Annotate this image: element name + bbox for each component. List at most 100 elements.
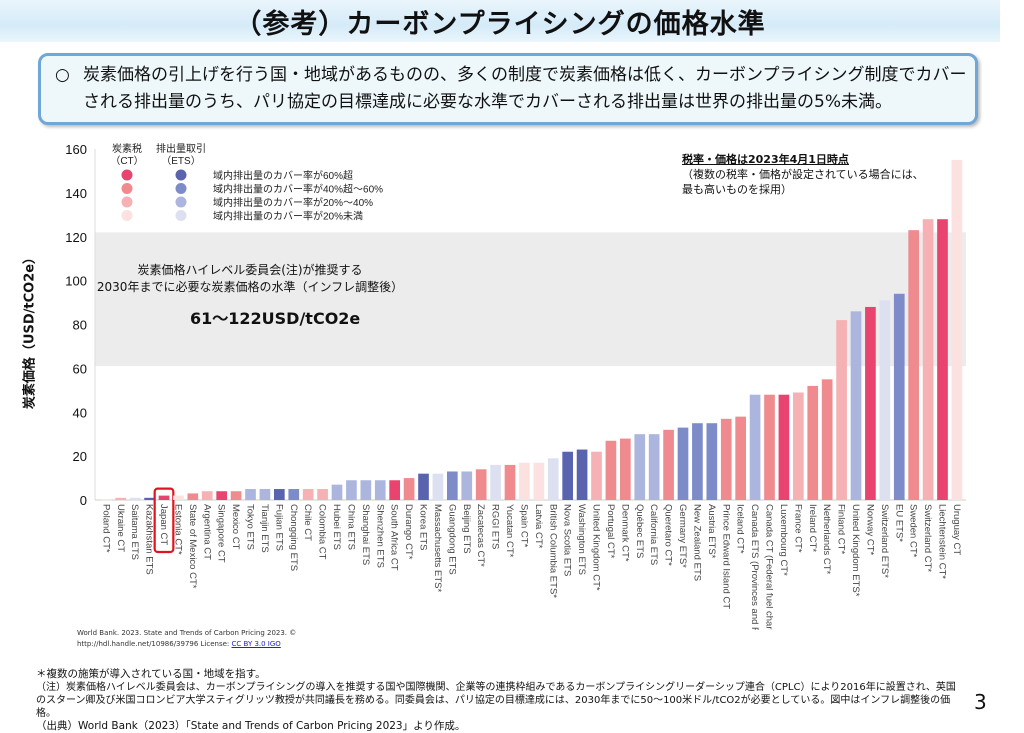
x-tick-label: Spain CT*	[518, 504, 529, 548]
x-tick-label: Mexico CT	[230, 504, 241, 550]
bar	[749, 394, 761, 500]
bar	[187, 493, 199, 500]
bar	[389, 480, 401, 500]
x-tick-label: British Columbia ETS*	[547, 504, 558, 598]
x-tick-label: Tokyo ETS	[245, 504, 256, 550]
legend-label: 域内排出量のカバー率が60%超	[213, 169, 353, 182]
license-link[interactable]: CC BY 3.0 IGO	[231, 640, 281, 648]
bar	[533, 462, 545, 500]
x-tick-label: Massachusetts ETS*	[432, 504, 443, 592]
bar	[360, 480, 372, 500]
x-tick-label: South Africa CT	[389, 504, 400, 571]
bar	[663, 429, 674, 500]
x-tick-label: Canada CT (Federal fuel charge)	[764, 504, 775, 630]
bar	[288, 489, 300, 500]
x-tick-label: Shanghai ETS	[360, 504, 371, 565]
bar	[836, 320, 847, 500]
bar	[605, 440, 617, 500]
x-tick-label: Washington ETS	[576, 504, 587, 575]
bar	[418, 473, 429, 500]
x-tick-label: Latvia CT*	[533, 504, 544, 549]
bar	[216, 491, 228, 500]
legend-label: 域内排出量のカバー率が20%未満	[213, 210, 363, 223]
bar	[129, 497, 141, 500]
x-tick-label: United Kingdom ETS*	[850, 504, 861, 597]
x-tick-label: Nova Scotia ETS	[562, 504, 573, 576]
band-value: 61～122USD/tCO2e	[190, 309, 361, 328]
x-tick-label: Beijing ETS	[461, 504, 472, 554]
x-tick-label: Argentina CT	[201, 504, 212, 560]
bar	[821, 379, 833, 500]
bar	[259, 489, 271, 500]
bar	[331, 484, 343, 500]
x-tick-label: Hubei ETS	[331, 504, 342, 550]
x-tick-label: Finland CT*	[836, 504, 847, 554]
legend-ct-swatch	[121, 196, 133, 208]
x-tick-label: Québec ETS	[634, 504, 645, 558]
bar	[591, 451, 602, 500]
x-tick-label: France CT*	[792, 504, 803, 553]
x-tick-label: Germany ETS*	[677, 504, 688, 568]
x-tick-label: California ETS	[648, 504, 659, 565]
y-tick-label: 80	[73, 318, 87, 333]
bar	[562, 451, 574, 500]
x-tick-label: Denmark CT*	[619, 504, 630, 562]
band-annotation: 炭素価格ハイレベル委員会(注)が推奨する 2030年までに必要な炭素価格の水準（…	[60, 262, 440, 296]
highlight-box	[153, 487, 175, 554]
x-tick-label: Netherlands CT*	[821, 504, 832, 575]
bar	[201, 491, 213, 500]
legend-ct-swatch	[121, 183, 133, 194]
x-tick-label: Norway CT*	[864, 504, 875, 556]
y-tick-label: 120	[65, 230, 87, 245]
x-tick-label: Portugal CT*	[605, 504, 616, 559]
bar	[101, 499, 112, 501]
y-tick-label: 20	[73, 449, 87, 464]
bar	[764, 394, 775, 500]
y-tick-label: 60	[73, 361, 87, 376]
x-tick-label: Japan CT	[158, 504, 169, 545]
x-tick-label: Zacatecas CT*	[475, 504, 486, 567]
x-tick-label: Austria ETS*	[706, 504, 717, 559]
x-tick-label: State of Mexico CT*	[187, 504, 198, 589]
bar	[648, 434, 660, 500]
bar	[547, 458, 559, 500]
y-tick-label: 140	[65, 186, 87, 201]
y-tick-label: 40	[73, 405, 87, 420]
bar	[850, 311, 862, 500]
legend-ct-swatch	[121, 210, 133, 221]
bar	[879, 300, 891, 500]
x-tick-label: Iceland CT*	[735, 504, 746, 554]
x-tick-label: Estonia CT*	[172, 504, 183, 555]
recommended-price-band	[95, 232, 966, 367]
bar	[807, 385, 819, 500]
x-tick-label: Chongqing ETS	[288, 504, 299, 571]
bar	[677, 427, 689, 500]
x-tick-label: Saitama ETS	[129, 504, 140, 560]
bar	[908, 230, 920, 500]
bar	[115, 497, 127, 500]
note-asterisk: ＊複数の施策が導入されている国・地域を指す。	[36, 668, 266, 680]
x-tick-label: Chile CT	[302, 504, 313, 541]
x-tick-label: Switzerland ETS*	[879, 504, 890, 578]
bar	[158, 495, 170, 500]
source-note: （出典）World Bank（2023）「State and Trends of…	[36, 720, 466, 732]
band-text-line1: 炭素価格ハイレベル委員会(注)が推奨する	[137, 263, 363, 277]
page-number: 3	[974, 690, 987, 714]
bar	[504, 464, 516, 500]
legend-ets-sub: （ETS）	[161, 155, 200, 167]
x-tick-label: RGGI ETS	[490, 504, 501, 549]
source-line1: World Bank. 2023. State and Trends of Ca…	[77, 629, 297, 637]
bar	[778, 394, 790, 500]
x-tick-label: Yucatan CT*	[504, 504, 515, 558]
bar	[346, 480, 357, 500]
legend-label: 域内排出量のカバー率が20%～40%	[213, 196, 373, 209]
footnotes: ＊複数の施策が導入されている国・地域を指す。 （注）炭素価格ハイレベル委員会は、…	[36, 668, 956, 733]
bar	[922, 219, 934, 500]
x-tick-label: Ireland CT*	[807, 504, 818, 552]
bar	[576, 449, 588, 500]
bar	[937, 219, 948, 500]
bar-chart: 0 20 40 60 80 100 120 140 160 炭素税（CT） 排出量取引（ETS） 域内…	[65, 142, 966, 630]
summary-text: 炭素価格の引上げを行う国・地域があるものの、多くの制度で炭素価格は低く、カーボン…	[83, 65, 967, 112]
x-tick-label: Fujian ETS	[273, 504, 284, 551]
as-of-note: 税率・価格は2023年4月1日時点 （複数の税率・価格が設定されている場合には、…	[682, 152, 924, 197]
